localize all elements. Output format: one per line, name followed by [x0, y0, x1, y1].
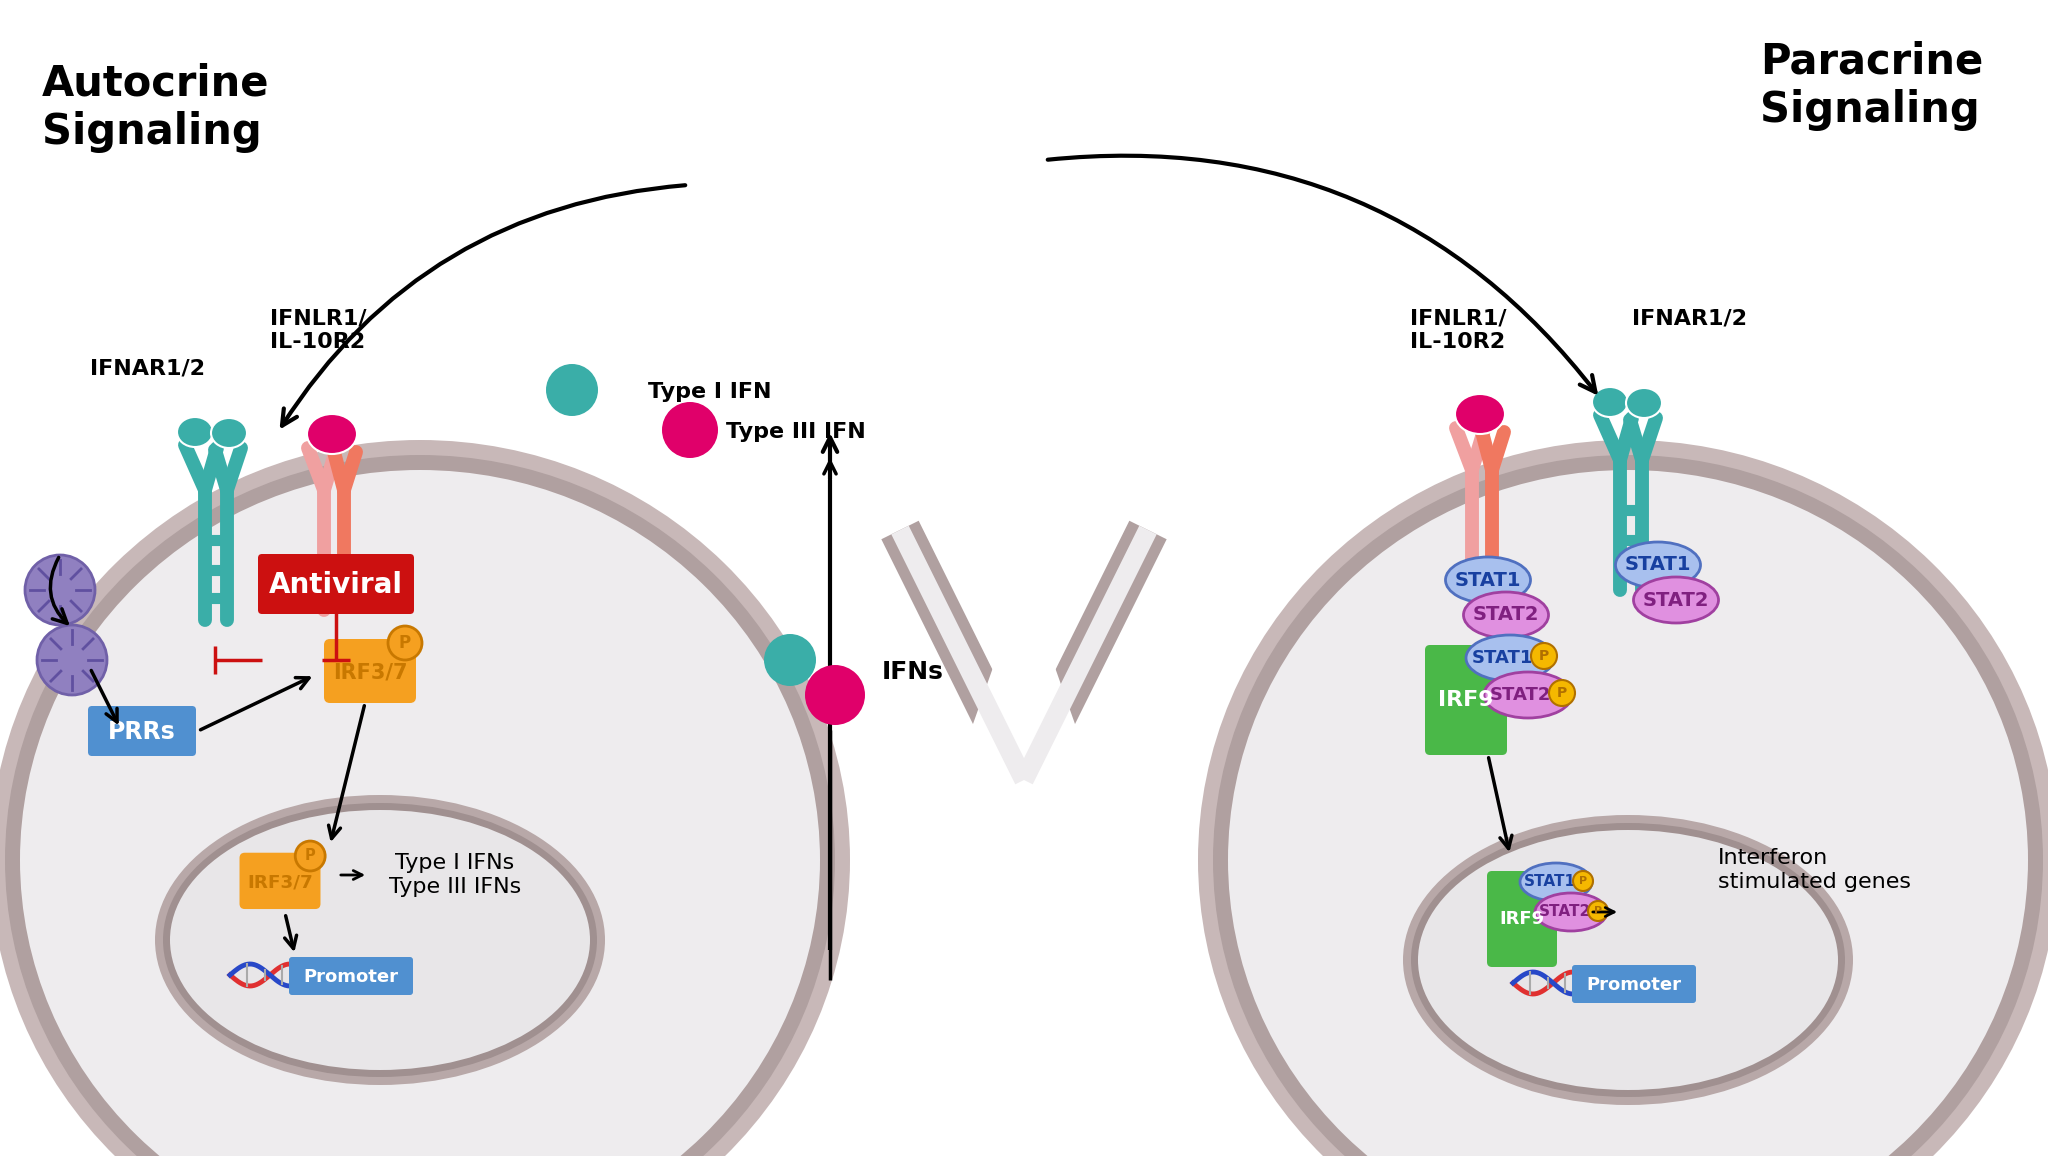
Ellipse shape: [20, 470, 819, 1156]
Ellipse shape: [4, 455, 836, 1156]
Text: P: P: [305, 849, 315, 864]
Ellipse shape: [0, 440, 850, 1156]
Text: P: P: [1579, 876, 1587, 885]
Circle shape: [547, 364, 598, 416]
Text: STAT1: STAT1: [1524, 874, 1577, 889]
Text: Promoter: Promoter: [303, 968, 399, 986]
Text: STAT1: STAT1: [1470, 649, 1532, 667]
Ellipse shape: [1198, 440, 2048, 1156]
Ellipse shape: [307, 414, 356, 454]
Ellipse shape: [1466, 635, 1554, 681]
Ellipse shape: [156, 795, 604, 1085]
Ellipse shape: [1485, 672, 1573, 718]
Polygon shape: [819, 580, 1229, 1156]
Circle shape: [1573, 870, 1593, 891]
Circle shape: [295, 842, 326, 870]
Text: STAT2: STAT2: [1489, 686, 1550, 704]
Ellipse shape: [1616, 542, 1700, 588]
Text: STAT2: STAT2: [1538, 904, 1591, 919]
Text: Autocrine
Signaling: Autocrine Signaling: [43, 62, 270, 153]
Text: PRRs: PRRs: [109, 720, 176, 744]
Ellipse shape: [211, 418, 248, 449]
Text: Type I IFN: Type I IFN: [647, 381, 772, 402]
Ellipse shape: [1464, 592, 1548, 638]
Text: STAT1: STAT1: [1624, 556, 1692, 575]
Ellipse shape: [1212, 455, 2044, 1156]
Circle shape: [37, 625, 106, 695]
Text: P: P: [399, 633, 412, 652]
FancyBboxPatch shape: [88, 706, 197, 756]
FancyBboxPatch shape: [258, 554, 414, 614]
Text: IRF9: IRF9: [1438, 690, 1493, 710]
FancyBboxPatch shape: [1573, 965, 1696, 1003]
Text: P: P: [1556, 686, 1567, 701]
Text: Type III IFN: Type III IFN: [725, 422, 866, 442]
Text: Paracrine
Signaling: Paracrine Signaling: [1759, 40, 1982, 131]
Circle shape: [805, 665, 864, 725]
Text: IFNAR1/2: IFNAR1/2: [1632, 307, 1747, 328]
Ellipse shape: [1591, 387, 1628, 417]
Ellipse shape: [1520, 864, 1591, 901]
Ellipse shape: [1454, 394, 1505, 434]
Text: Type I IFNs
Type III IFNs: Type I IFNs Type III IFNs: [389, 853, 520, 897]
Ellipse shape: [164, 803, 598, 1077]
FancyBboxPatch shape: [1487, 870, 1556, 968]
Text: IRF3/7: IRF3/7: [248, 874, 313, 892]
Ellipse shape: [176, 417, 213, 447]
Text: IFNs: IFNs: [883, 660, 944, 684]
Circle shape: [1548, 680, 1575, 706]
Text: IRF9: IRF9: [1499, 910, 1544, 928]
Circle shape: [25, 555, 94, 625]
Ellipse shape: [1229, 470, 2028, 1156]
Ellipse shape: [1634, 577, 1718, 623]
Circle shape: [662, 402, 719, 458]
Text: STAT2: STAT2: [1473, 606, 1540, 624]
Text: Promoter: Promoter: [1587, 976, 1681, 994]
Text: IFNLR1/
IL-10R2: IFNLR1/ IL-10R2: [270, 309, 367, 351]
Text: Interferon
stimulated genes: Interferon stimulated genes: [1718, 849, 1911, 891]
FancyBboxPatch shape: [324, 639, 416, 703]
Ellipse shape: [1446, 557, 1530, 603]
FancyBboxPatch shape: [1425, 645, 1507, 755]
Text: P: P: [1538, 649, 1548, 664]
Text: STAT1: STAT1: [1454, 571, 1522, 590]
Text: IFNAR1/2: IFNAR1/2: [90, 358, 205, 378]
Ellipse shape: [170, 810, 590, 1070]
Circle shape: [1532, 643, 1556, 669]
FancyBboxPatch shape: [240, 853, 319, 909]
Ellipse shape: [1411, 823, 1845, 1097]
Ellipse shape: [1417, 830, 1837, 1090]
Text: IFNLR1/
IL-10R2: IFNLR1/ IL-10R2: [1409, 309, 1505, 351]
Text: STAT2: STAT2: [1642, 591, 1710, 609]
Text: P: P: [1593, 906, 1602, 916]
Circle shape: [764, 633, 815, 686]
FancyBboxPatch shape: [289, 957, 414, 995]
Circle shape: [387, 627, 422, 660]
Ellipse shape: [1536, 892, 1608, 931]
Ellipse shape: [1403, 815, 1853, 1105]
Circle shape: [1587, 901, 1608, 921]
Ellipse shape: [1626, 388, 1663, 418]
Text: Antiviral: Antiviral: [268, 571, 403, 599]
Text: IRF3/7: IRF3/7: [332, 664, 408, 683]
